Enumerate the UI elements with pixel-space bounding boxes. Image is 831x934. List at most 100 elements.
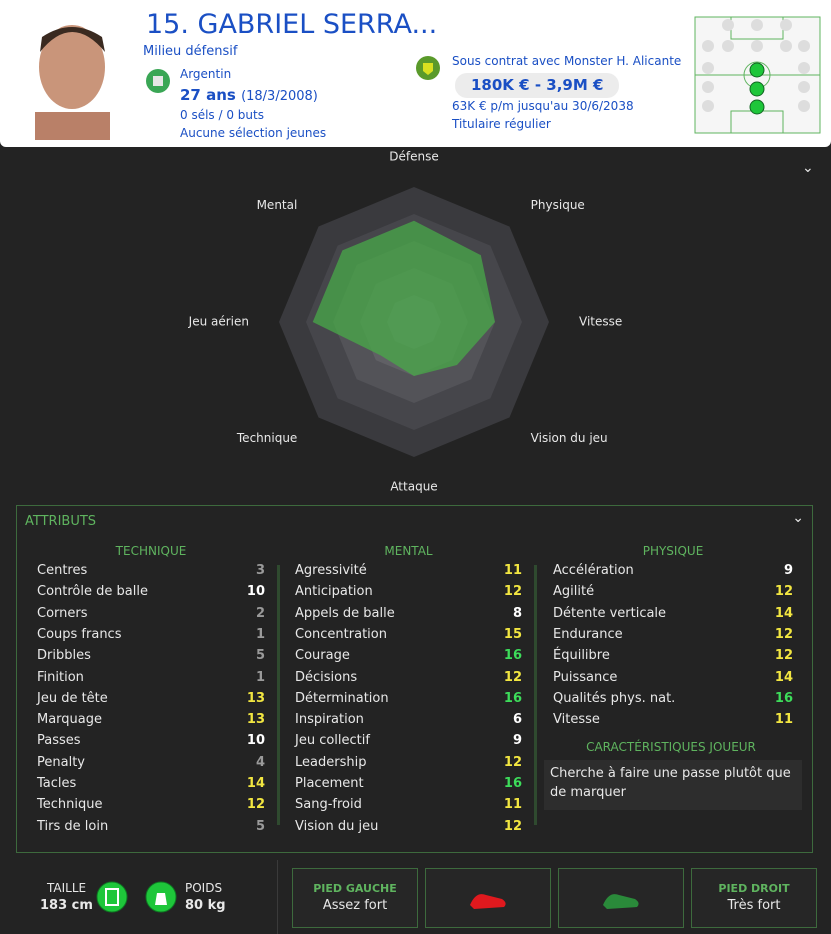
attribute-row: Puissance 14 <box>553 670 793 691</box>
attribute-row: Endurance 12 <box>553 627 793 648</box>
birth-date: (18/3/2008) <box>241 89 318 104</box>
traits: Cherche à faire une passe plutôt que de … <box>544 760 802 810</box>
attribute-value: 9 <box>783 563 793 578</box>
column-divider <box>534 565 537 825</box>
attribute-value: 10 <box>246 584 265 600</box>
attribute-value: 1 <box>255 626 265 642</box>
attribute-name: Coups francs <box>37 626 122 642</box>
right-boot-box <box>558 868 684 928</box>
attribute-value: 12 <box>774 626 793 642</box>
attribute-value: 10 <box>246 733 265 749</box>
left-boot-box <box>425 868 551 928</box>
attribute-row: Technique 12 <box>37 797 265 818</box>
attribute-value: 14 <box>246 776 265 791</box>
attribute-name: Détente verticale <box>553 605 667 621</box>
attribute-name: Corners <box>37 605 88 621</box>
attribute-name: Inspiration <box>295 712 364 728</box>
collapse-icon[interactable]: ⌄ <box>802 160 814 176</box>
attribute-row: Décisions 12 <box>295 670 522 691</box>
player-name: 15. GABRIEL SERRA... <box>146 9 438 40</box>
attribute-row: Sang-froid 11 <box>295 797 522 818</box>
right-foot: Très fort <box>727 898 781 913</box>
attribute-row: Agilité 12 <box>553 584 793 605</box>
attribute-name: Jeu collectif <box>295 733 370 749</box>
attribute-value: 14 <box>774 669 793 685</box>
attribute-value: 15 <box>503 626 522 642</box>
column-title: TECHNIQUE <box>115 544 187 558</box>
column-title: PHYSIQUE <box>642 544 704 558</box>
column-title: MENTAL <box>384 544 433 558</box>
radar-label: Vitesse <box>579 315 622 329</box>
attribute-row: Appels de balle 8 <box>295 606 522 627</box>
attribute-name: Qualités phys. nat. <box>553 690 676 706</box>
pitch <box>694 16 821 134</box>
attribute-row: Courage 16 <box>295 648 522 669</box>
attribute-row: Tirs de loin 5 <box>37 819 265 840</box>
attribute-row: Jeu collectif 9 <box>295 733 522 754</box>
attribute-name: Accélération <box>553 563 634 578</box>
attribute-name: Centres <box>37 563 88 578</box>
attribute-name: Endurance <box>553 626 623 642</box>
attribute-row: Vitesse 11 <box>553 712 793 733</box>
attribute-value: 11 <box>503 563 522 578</box>
attributes-panel: ATTRIBUTS ⌄ <box>16 505 813 853</box>
attribute-name: Penalty <box>37 754 85 770</box>
attribute-name: Sang-froid <box>295 797 362 813</box>
attribute-row: Finition 1 <box>37 670 265 691</box>
weight-label: POIDS <box>185 881 223 895</box>
attribute-row: Coups francs 1 <box>37 627 265 648</box>
attribute-row: Tacles 14 <box>37 776 265 797</box>
attribute-name: Contrôle de balle <box>37 584 148 600</box>
attribute-row: Jeu de tête 13 <box>37 691 265 712</box>
attributes-title: ATTRIBUTS <box>25 514 97 529</box>
attribute-name: Leadership <box>295 754 367 770</box>
attribute-value: 12 <box>774 648 793 664</box>
attribute-name: Concentration <box>295 626 387 642</box>
attribute-value: 5 <box>255 818 265 834</box>
attribute-row: Passes 10 <box>37 733 265 754</box>
contract: Sous contrat avec Monster H. Alicante <box>452 54 682 68</box>
attribute-row: Anticipation 12 <box>295 584 522 605</box>
attribute-value: 11 <box>503 797 522 813</box>
attribute-value: 6 <box>512 712 522 728</box>
height: 183 cm <box>40 898 93 913</box>
attribute-name: Puissance <box>553 669 618 685</box>
radar-label: Jeu aérien <box>188 315 249 329</box>
attribute-name: Vision du jeu <box>295 818 379 834</box>
radar-label: Technique <box>236 431 297 445</box>
attribute-value: 12 <box>503 754 522 770</box>
attribute-name: Vitesse <box>553 712 600 728</box>
club-icon <box>416 56 440 80</box>
attribute-row: Vision du jeu 12 <box>295 819 522 840</box>
divider <box>277 860 278 934</box>
attribute-value: 14 <box>774 605 793 621</box>
collapse-icon[interactable]: ⌄ <box>792 510 804 526</box>
attribute-value: 13 <box>246 712 265 728</box>
radar-chart: Défense Physique Vitesse Vision du jeu Attaq… <box>188 150 623 494</box>
attribute-value: 2 <box>255 605 265 621</box>
radar-label: Vision du jeu <box>531 431 608 445</box>
attribute-value: 12 <box>774 584 793 600</box>
radar-area <box>312 220 495 376</box>
attribute-name: Technique <box>37 797 103 813</box>
attribute-name: Dribbles <box>37 648 91 664</box>
wage: 63K € p/m jusqu'au 30/6/2038 <box>452 99 634 113</box>
attribute-name: Finition <box>37 669 84 685</box>
position: Milieu défensif <box>143 44 238 59</box>
left-foot-box: PIED GAUCHE Assez fort <box>292 868 418 928</box>
right-foot-label: PIED DROIT <box>718 882 790 895</box>
attribute-name: Tacles <box>37 776 77 791</box>
attribute-value: 12 <box>503 669 522 685</box>
portrait <box>35 25 110 140</box>
attribute-name: Passes <box>37 733 81 749</box>
attribute-value: 16 <box>503 690 522 706</box>
attribute-name: Anticipation <box>295 584 373 600</box>
attribute-value: 13 <box>246 690 265 706</box>
attribute-value: 16 <box>774 690 793 706</box>
age-value: 27 ans <box>180 86 236 104</box>
attribute-row: Détermination 16 <box>295 691 522 712</box>
attribute-row: Marquage 13 <box>37 712 265 733</box>
youth-caps: Aucune sélection jeunes <box>180 126 327 140</box>
attribute-value: 1 <box>255 669 265 685</box>
